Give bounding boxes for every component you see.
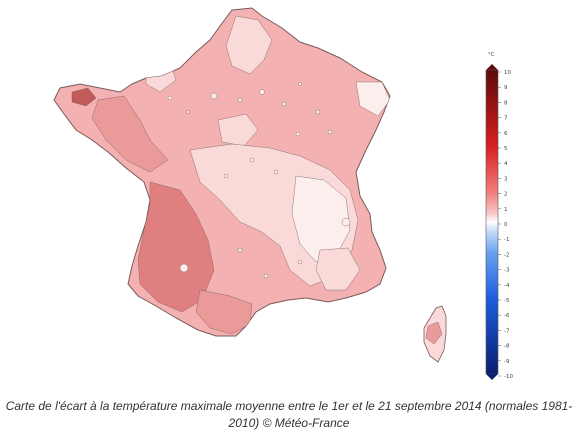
legend-tick-label: 2 xyxy=(504,192,508,198)
legend-tick-label: 7 xyxy=(504,116,508,122)
anomaly-zone-light xyxy=(217,113,259,147)
legend-top-arrow xyxy=(486,64,498,70)
legend-bottom-arrow xyxy=(486,374,498,380)
corsica xyxy=(423,305,447,363)
legend-tick-label: 8 xyxy=(504,100,508,106)
legend-tick-label: 9 xyxy=(504,85,508,91)
legend-tick-label: -7 xyxy=(504,328,510,334)
caption-line-2: 2010) © Météo-France xyxy=(228,416,350,430)
legend-tick-label: 10 xyxy=(504,70,511,76)
legend-tick-label: 0 xyxy=(504,222,508,228)
legend-tick-label: -9 xyxy=(504,359,510,365)
legend-tick-label: -6 xyxy=(504,313,510,319)
anomaly-zone-dark xyxy=(137,181,215,313)
legend-tick-label: -1 xyxy=(504,237,509,243)
legend-color-bar xyxy=(485,69,499,375)
anomaly-zone-pale xyxy=(355,81,390,117)
corsica-zone xyxy=(425,321,443,345)
legend-tick-label: -10 xyxy=(504,374,513,380)
legend-unit: °C xyxy=(488,52,495,58)
france-mainland xyxy=(53,7,391,337)
legend-tick-label: -4 xyxy=(504,283,510,289)
legend-tick-label: 6 xyxy=(504,131,508,137)
legend-tick-label: -2 xyxy=(504,252,509,258)
legend-tick-label: -8 xyxy=(504,344,510,350)
anomaly-zone-darkest xyxy=(71,87,97,107)
caption-line-1: Carte de l'écart à la température maxima… xyxy=(5,399,573,413)
anomaly-zone-light xyxy=(225,15,273,75)
legend-tick-label: -5 xyxy=(504,298,510,304)
anomaly-zone-light xyxy=(315,247,361,291)
anomaly-specks xyxy=(167,82,351,279)
legend-tick-label: 5 xyxy=(504,146,508,152)
legend-tick-label: -3 xyxy=(504,268,510,274)
anomaly-zone-medium xyxy=(195,289,253,335)
anomaly-zone-medium xyxy=(91,95,169,173)
legend-tick-label: 3 xyxy=(504,176,508,182)
legend-tick-label: 1 xyxy=(504,207,508,213)
map-caption: Carte de l'écart à la température maxima… xyxy=(0,398,578,432)
legend-tick-label: 4 xyxy=(504,161,508,167)
